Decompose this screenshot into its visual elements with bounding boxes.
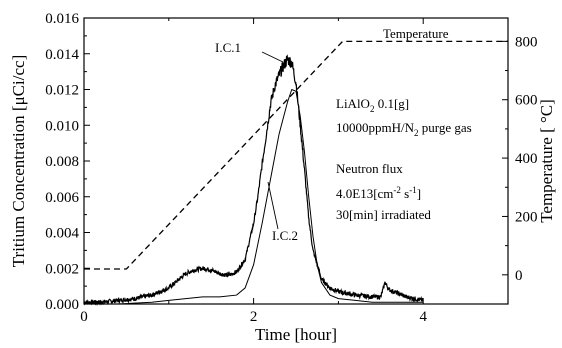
- y-tick-label: 0.008: [45, 154, 79, 170]
- annot-material: LiAlO2 0.1[g]: [336, 96, 409, 114]
- series-ic1-line: [83, 54, 424, 307]
- y-right-tick-label: 200: [515, 209, 538, 225]
- annot-purge-prefix: 10000ppmH/N: [336, 120, 415, 135]
- y-tick-label: 0.016: [45, 11, 79, 27]
- annot-neutron-flux: Neutron flux: [336, 161, 403, 176]
- y-right-tick-label: 0: [515, 268, 523, 284]
- annot-purge-suffix: purge gas: [419, 120, 472, 135]
- series-temperature-line: [84, 40, 508, 270]
- y-tick-label: 0.000: [45, 297, 79, 313]
- x-tick-label: 2: [250, 309, 258, 325]
- y-tick-label: 0.006: [45, 190, 79, 206]
- annot-material-main: LiAlO: [336, 96, 370, 111]
- annot-material-sub: 2: [370, 104, 375, 114]
- y-right-tick-label: 800: [515, 34, 538, 50]
- x-tick-label: 0: [80, 309, 88, 325]
- label-ic2: I.C.2: [272, 228, 298, 243]
- annot-material-mass: 0.1[g]: [374, 96, 409, 111]
- y-right-axis-title: Temperature [ °C]: [537, 99, 556, 223]
- x-axis-title: Time [hour]: [255, 325, 337, 344]
- label-ic1: I.C.1: [215, 40, 241, 55]
- axis-ticks: 0 2 4 0.000 0.002 0.004 0.006 0.008 0.010 0.012 0.…: [45, 11, 537, 325]
- annot-flux-exp2: -1: [409, 185, 417, 195]
- series-ic2-line: [84, 88, 424, 305]
- y-tick-label: 0.002: [45, 261, 79, 277]
- annot-purge: 10000ppmH/N2 purge gas: [336, 120, 472, 138]
- y-right-tick-label: 400: [515, 151, 538, 167]
- label-ic2-arrow: [267, 181, 279, 230]
- y-right-tick-label: 600: [515, 93, 538, 109]
- y-tick-label: 0.012: [45, 83, 79, 99]
- plot-frame: [83, 17, 509, 305]
- y-tick-label: 0.010: [45, 118, 79, 134]
- label-ic1-arrow: [261, 51, 284, 63]
- y-tick-label: 0.004: [45, 226, 79, 242]
- label-temperature: Temperature: [383, 26, 449, 41]
- y-tick-label: 0.014: [45, 47, 79, 63]
- y-axis-title: Tritium Concentration [μCi/cc]: [9, 55, 28, 267]
- annot-flux-base: 4.0E13[cm: [336, 186, 393, 201]
- annot-irradiated: 30[min] irradiated: [336, 207, 431, 222]
- annot-flux-end: ]: [417, 186, 421, 201]
- series-layer: [83, 40, 508, 307]
- annot-flux-mid: s: [401, 186, 409, 201]
- x-tick-label: 4: [419, 309, 427, 325]
- annot-purge-sub: 2: [414, 128, 419, 138]
- annot-flux-exp1: -2: [393, 185, 401, 195]
- annot-flux-value: 4.0E13[cm-2 s-1]: [336, 185, 421, 201]
